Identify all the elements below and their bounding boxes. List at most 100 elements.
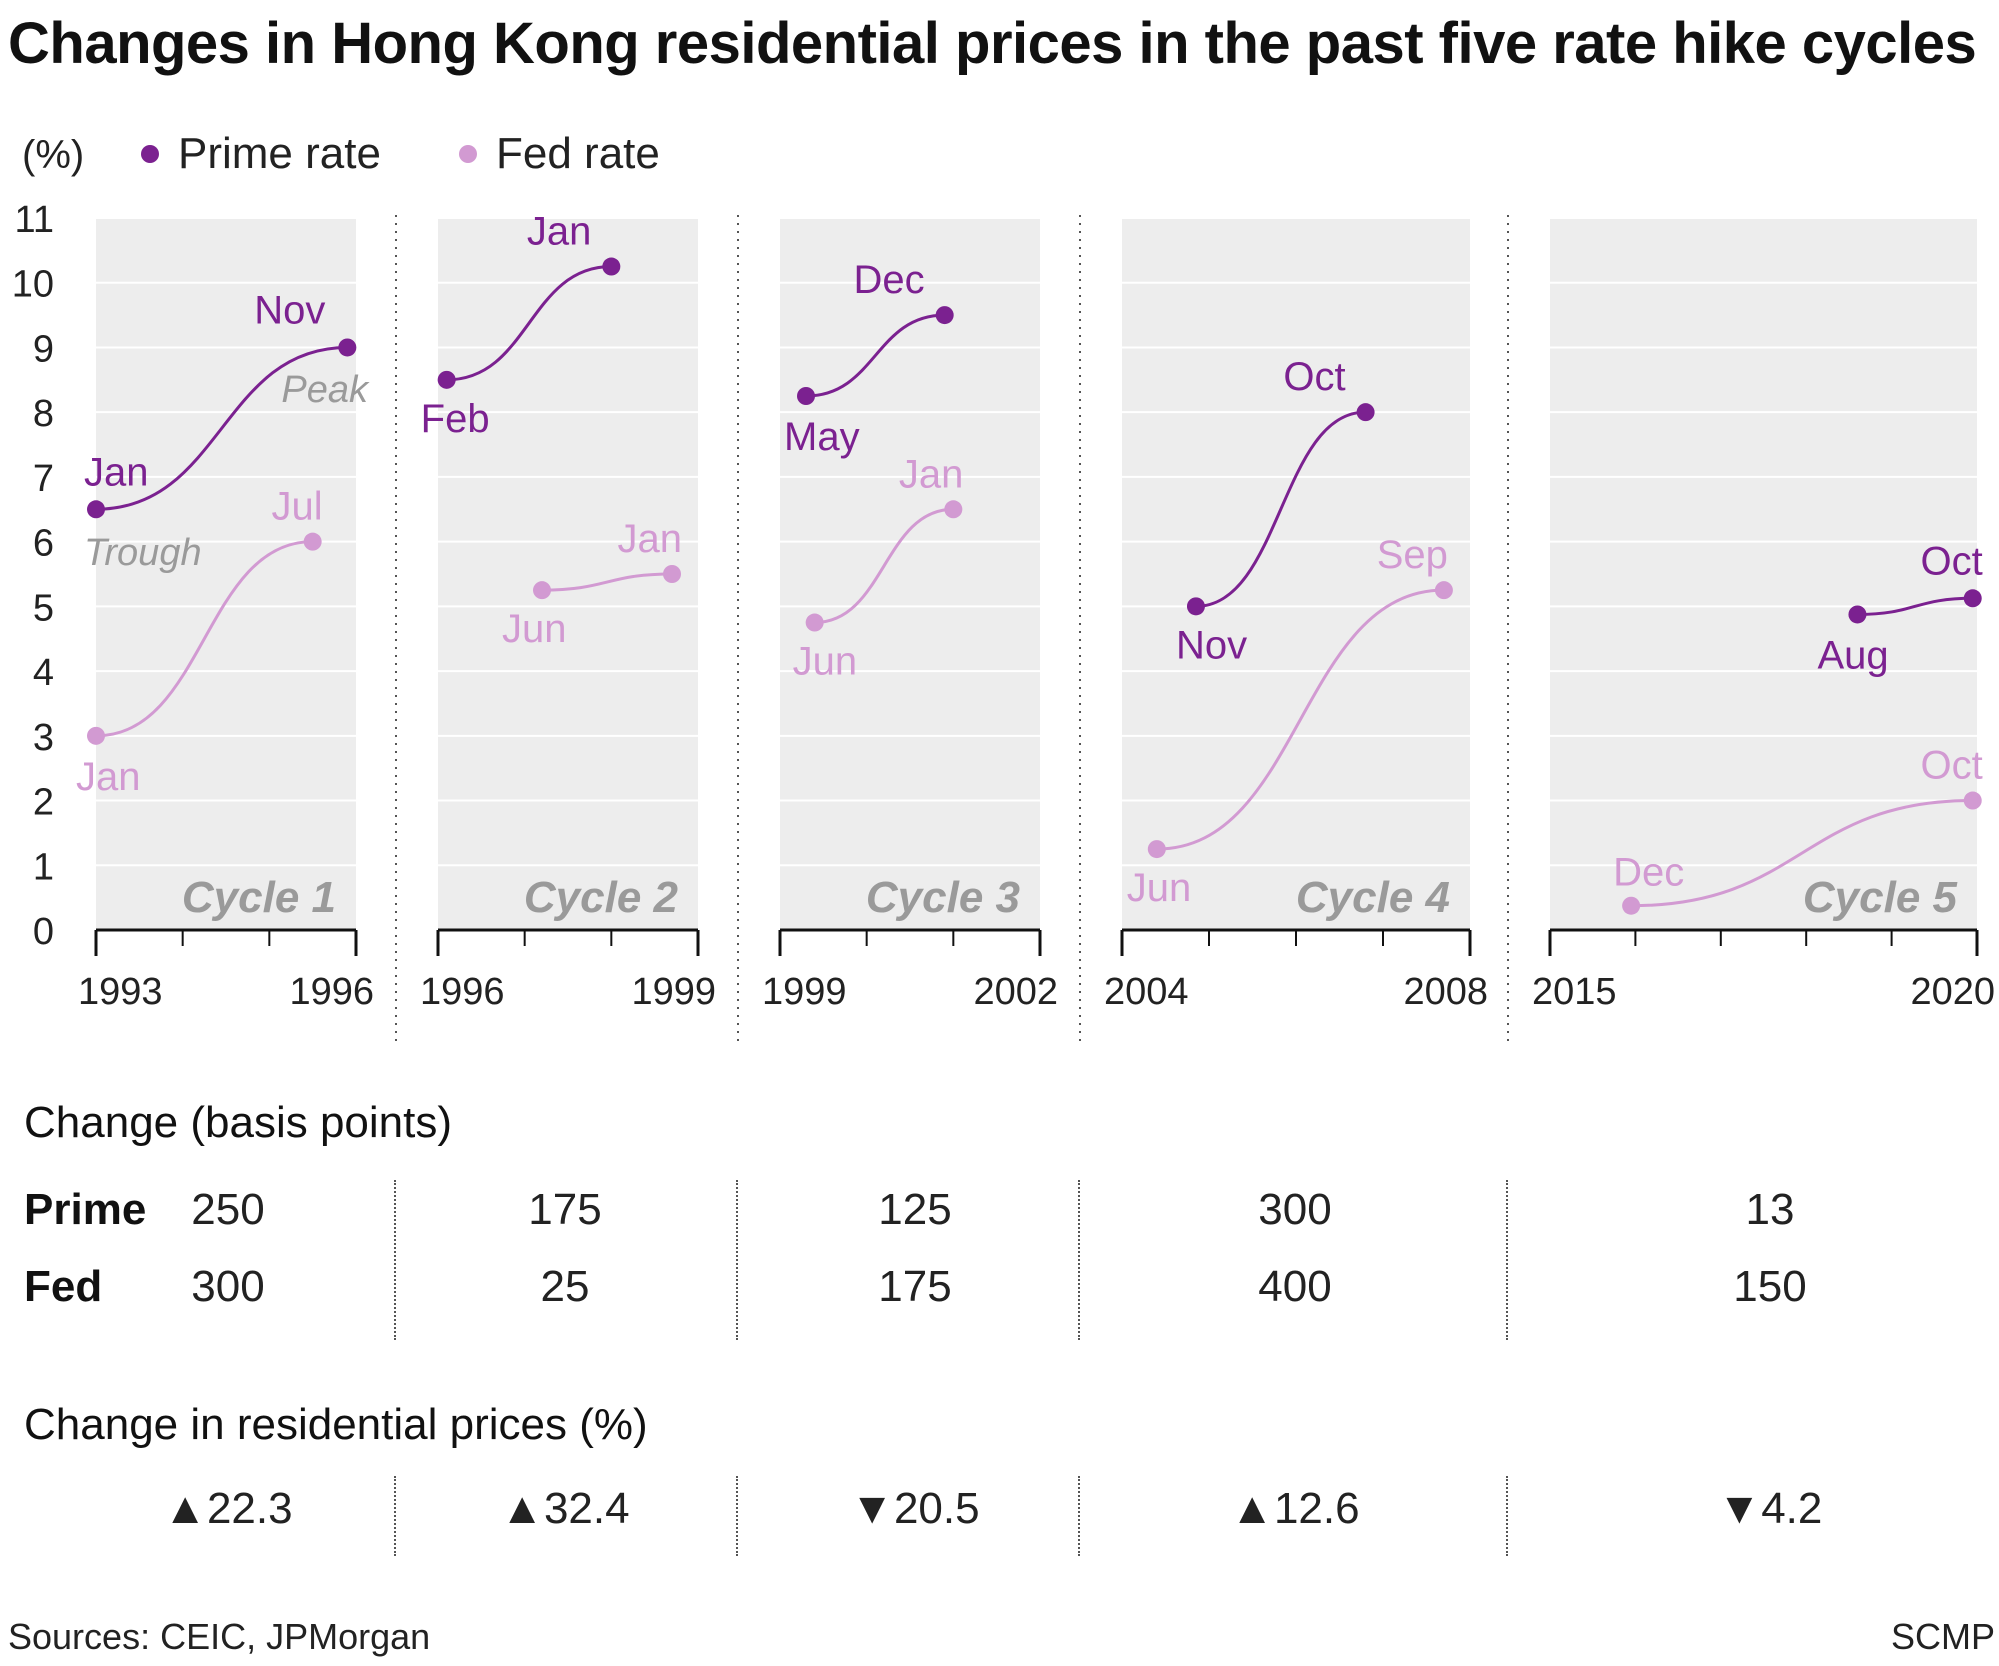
y-axis: 0 1 2 3 4 5 6 7 8 9 10 11 <box>12 199 54 953</box>
price-change-cycle-4: ▲12.6 <box>1230 1484 1360 1533</box>
y-tick-label-7: 7 <box>33 458 54 500</box>
prime-change-cycle-3: 125 <box>878 1185 952 1234</box>
fed-change-cycle-4: 400 <box>1258 1262 1332 1311</box>
fed-end-label-cycle-3: Jan <box>899 452 964 496</box>
cycle-label-3: Cycle 3 <box>866 873 1020 922</box>
chart-title: Changes in Hong Kong residential prices … <box>8 11 1977 76</box>
cycle-label-1: Cycle 1 <box>182 873 336 922</box>
y-tick-label-0: 0 <box>33 911 54 953</box>
prime-row-label: Prime <box>24 1185 147 1234</box>
prime-start-label-cycle-5: Aug <box>1817 633 1888 677</box>
price-change-cycle-2: ▲32.4 <box>500 1484 630 1533</box>
fed-end-point-cycle-2 <box>663 565 681 583</box>
fed-start-point-cycle-1 <box>87 726 105 745</box>
table-separator-5 <box>394 1476 396 1556</box>
series: Jan Jul Jun Jan Jun Jan Jun Sep Dec Oct Jan Nov Feb J… <box>76 210 1983 915</box>
x-label-start-cycle-5: 2015 <box>1532 971 1617 1013</box>
prime-start-point-cycle-5 <box>1848 605 1867 624</box>
table-separator-2 <box>736 1180 738 1340</box>
fed-end-label-cycle-5: Oct <box>1920 744 1982 788</box>
fed-end-label-cycle-4: Sep <box>1377 533 1448 577</box>
publisher-credit: SCMP <box>1890 1616 1995 1657</box>
prime-end-point-cycle-5 <box>1963 589 1982 608</box>
y-tick-label-10: 10 <box>12 264 54 306</box>
fed-start-label-cycle-2: Jun <box>502 607 567 651</box>
y-tick-label-6: 6 <box>33 523 54 565</box>
prime-change-cycle-5: 13 <box>1745 1185 1795 1234</box>
y-tick-label-5: 5 <box>33 587 54 629</box>
price-change-cycle-5: ▼4.2 <box>1717 1484 1823 1533</box>
x-label-end-cycle-1: 1996 <box>289 971 374 1013</box>
fed-start-point-cycle-4 <box>1147 840 1166 859</box>
table-separator-7 <box>1078 1476 1080 1556</box>
y-tick-label-9: 9 <box>33 328 54 370</box>
fed-end-point-cycle-3 <box>944 500 963 519</box>
trough-annotation: Trough <box>84 532 202 574</box>
prime-change-cycle-1: 250 <box>191 1185 265 1234</box>
fed-line-cycle-3 <box>814 507 954 625</box>
fed-start-point-cycle-3 <box>805 613 824 632</box>
cycle-label-4: Cycle 4 <box>1296 873 1450 922</box>
prime-start-label-cycle-2: Feb <box>421 397 490 441</box>
fed-line-cycle-4 <box>1156 588 1444 851</box>
y-tick-label-3: 3 <box>33 717 54 759</box>
fed-end-label-cycle-2: Jan <box>618 517 683 561</box>
x-label-end-cycle-2: 1999 <box>631 971 716 1013</box>
prime-start-point-cycle-3 <box>797 387 815 405</box>
prime-end-label-cycle-4: Oct <box>1283 355 1345 399</box>
fed-change-cycle-2: 25 <box>540 1262 590 1311</box>
legend: (%) Prime rate Fed rate <box>22 129 660 178</box>
legend-prime-label: Prime rate <box>178 129 381 178</box>
x-label-end-cycle-4: 2008 <box>1403 971 1488 1013</box>
prime-start-point-cycle-4 <box>1186 597 1205 616</box>
peak-annotation: Peak <box>281 369 370 411</box>
table-separator-3 <box>1078 1180 1080 1340</box>
fed-start-label-cycle-1: Jan <box>76 755 141 799</box>
prime-end-point-cycle-3 <box>935 306 954 325</box>
prime-start-point-cycle-1 <box>87 500 105 519</box>
fed-change-cycle-5: 150 <box>1733 1262 1807 1311</box>
fed-row-label: Fed <box>24 1262 103 1311</box>
cycle-separators <box>395 215 1509 1042</box>
x-label-start-cycle-2: 1996 <box>420 971 505 1013</box>
prime-line-cycle-5 <box>1857 596 1973 616</box>
prime-end-point-cycle-1 <box>338 338 357 357</box>
fed-start-label-cycle-3: Jun <box>793 640 858 684</box>
prime-change-cycle-2: 175 <box>528 1185 602 1234</box>
x-label-start-cycle-4: 2004 <box>1104 971 1189 1013</box>
prime-start-label-cycle-1: Jan <box>84 450 149 494</box>
table-separator-8 <box>1506 1476 1508 1556</box>
prime-line-cycle-2 <box>446 265 612 382</box>
fed-line-cycle-2 <box>541 572 673 592</box>
fed-start-point-cycle-5 <box>1622 896 1641 915</box>
fed-line-cycle-1 <box>95 540 313 738</box>
rate-cycles-chart: (%) Prime rate Fed rate Cycle 1 Cycle 2 Cy… <box>12 129 1995 1042</box>
price-change-cycle-1: ▲22.3 <box>163 1484 293 1533</box>
prime-end-label-cycle-1: Nov <box>254 288 325 332</box>
fed-change-cycle-3: 175 <box>878 1262 952 1311</box>
prime-line-cycle-1 <box>95 345 348 511</box>
fed-change-cycle-1: 300 <box>191 1262 265 1311</box>
table-separator-4 <box>1506 1180 1508 1340</box>
prime-end-label-cycle-5: Oct <box>1920 539 1982 583</box>
cycle-panel-1 <box>96 218 356 930</box>
prime-start-label-cycle-3: May <box>784 415 860 459</box>
prime-line-cycle-3 <box>805 313 945 398</box>
y-axis-unit: (%) <box>22 133 84 177</box>
legend-fed-swatch <box>459 145 477 163</box>
cycle-label-2: Cycle 2 <box>524 873 679 922</box>
y-tick-label-11: 11 <box>15 199 54 241</box>
price-change-cycle-3: ▼20.5 <box>850 1484 980 1533</box>
fed-end-point-cycle-1 <box>303 532 322 551</box>
fed-end-point-cycle-4 <box>1434 581 1453 600</box>
sources-note: Sources: CEIC, JPMorgan <box>8 1616 431 1657</box>
y-tick-label-1: 1 <box>33 846 54 888</box>
x-label-end-cycle-3: 2002 <box>973 971 1058 1013</box>
residential-prices-heading: Change in residential prices (%) <box>24 1400 648 1449</box>
cycle-label-5: Cycle 5 <box>1803 873 1958 922</box>
x-label-start-cycle-1: 1993 <box>78 971 163 1013</box>
fed-start-point-cycle-2 <box>533 581 551 600</box>
prime-start-label-cycle-4: Nov <box>1176 623 1247 667</box>
x-axis: 1993 1996 1996 1999 1999 2002 2004 2008 2015 2020 <box>78 928 1995 1013</box>
fed-end-point-cycle-5 <box>1963 791 1982 810</box>
